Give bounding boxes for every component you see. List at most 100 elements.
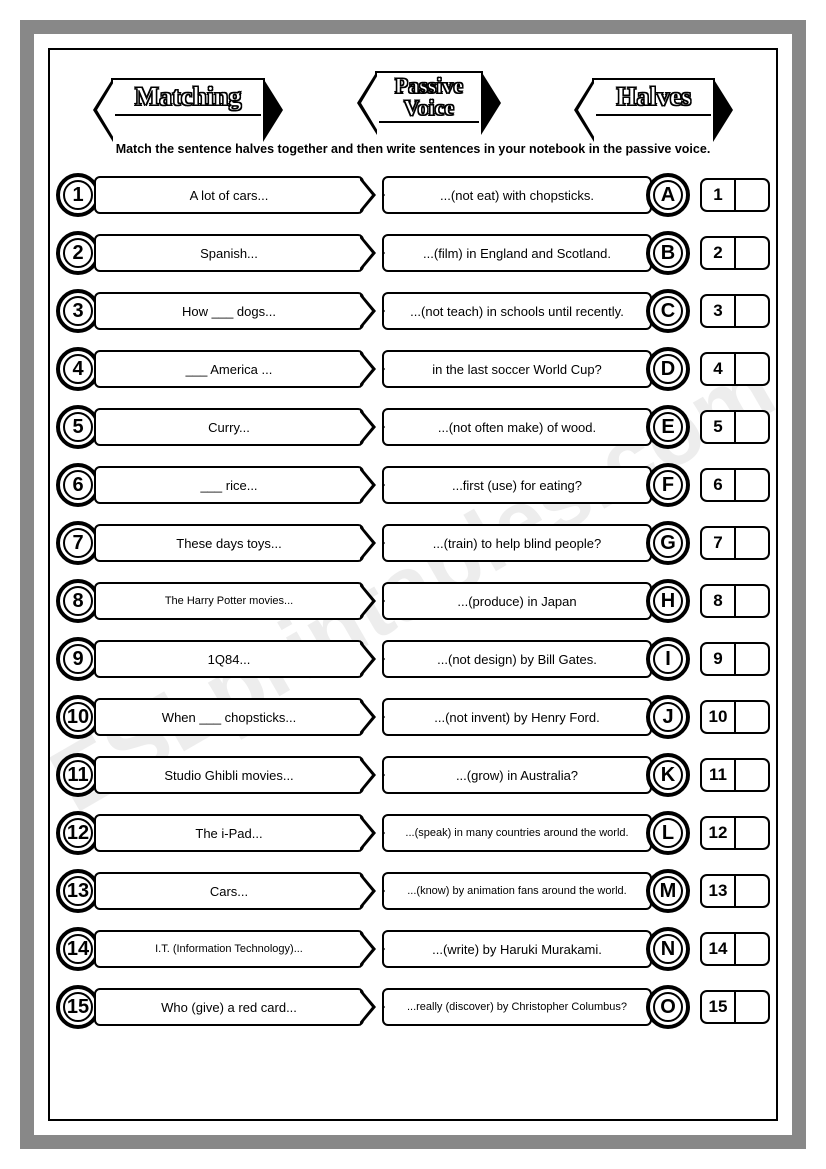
- sentence-right-fragment: ...(film) in England and Scotland.: [382, 234, 652, 272]
- right-text: ...(film) in England and Scotland.: [423, 246, 611, 261]
- answer-box: 5: [700, 410, 770, 444]
- letter-circle: G: [646, 521, 690, 565]
- sentence-left-fragment: ___ America ...: [94, 350, 364, 388]
- left-text: Spanish...: [200, 246, 258, 261]
- sentence-right-fragment: ...first (use) for eating?: [382, 466, 652, 504]
- row-letter: C: [661, 300, 675, 323]
- letter-circle: H: [646, 579, 690, 623]
- sentence-right-fragment: in the last soccer World Cup?: [382, 350, 652, 388]
- sentence-left-fragment: A lot of cars...: [94, 176, 364, 214]
- sentence-right-fragment: ...(not teach) in schools until recently…: [382, 292, 652, 330]
- right-text: ...first (use) for eating?: [452, 478, 582, 493]
- answer-box: 4: [700, 352, 770, 386]
- answer-blank[interactable]: [736, 468, 770, 502]
- answer-number: 5: [700, 410, 736, 444]
- answer-box: 14: [700, 932, 770, 966]
- letter-circle: F: [646, 463, 690, 507]
- letter-circle: B: [646, 231, 690, 275]
- answer-box: 2: [700, 236, 770, 270]
- answer-blank[interactable]: [736, 410, 770, 444]
- sentence-right-fragment: ...(not eat) with chopsticks.: [382, 176, 652, 214]
- sentence-right-fragment: ...(know) by animation fans around the w…: [382, 872, 652, 910]
- answer-blank[interactable]: [736, 990, 770, 1024]
- exercise-row: 2 Spanish... ...(film) in England and Scot…: [56, 224, 770, 282]
- row-number: 4: [72, 358, 83, 381]
- row-letter: A: [661, 184, 675, 207]
- answer-number: 13: [700, 874, 736, 908]
- exercise-row: 8The Harry Potter movies......(produce) …: [56, 572, 770, 630]
- sentence-right-fragment: ...(speak) in many countries around the …: [382, 814, 652, 852]
- answer-number: 2: [700, 236, 736, 270]
- banner-right: Halves: [592, 67, 715, 127]
- exercise-row: 13 Cars... ...(know) by animation fans aro…: [56, 862, 770, 920]
- header-left-text: Matching: [135, 82, 242, 111]
- answer-blank[interactable]: [736, 642, 770, 676]
- answer-box: 15: [700, 990, 770, 1024]
- exercise-row: 91Q84......(not design) by Bill Gates.I9: [56, 630, 770, 688]
- answer-number: 14: [700, 932, 736, 966]
- right-text: ...(produce) in Japan: [457, 594, 576, 609]
- answer-blank[interactable]: [736, 932, 770, 966]
- header-center-line2: Voice: [404, 95, 455, 120]
- answer-blank[interactable]: [736, 178, 770, 212]
- row-number: 7: [72, 532, 83, 555]
- exercise-row: 15Who (give) a red card......really (dis…: [56, 978, 770, 1036]
- left-text: Cars...: [210, 884, 248, 899]
- exercise-row: 6___ rice......first (use) for eating?F6: [56, 456, 770, 514]
- row-number: 3: [72, 300, 83, 323]
- letter-circle: N: [646, 927, 690, 971]
- answer-number: 6: [700, 468, 736, 502]
- right-text: ...(not often make) of wood.: [438, 420, 596, 435]
- answer-blank[interactable]: [736, 758, 770, 792]
- right-text: ...(not teach) in schools until recently…: [410, 304, 624, 319]
- answer-number: 11: [700, 758, 736, 792]
- row-letter: M: [660, 880, 677, 903]
- answer-box: 12: [700, 816, 770, 850]
- header: Matching Passive Voice Halves: [56, 58, 770, 136]
- letter-circle: K: [646, 753, 690, 797]
- sentence-right-fragment: ...(produce) in Japan: [382, 582, 652, 620]
- sentence-left-fragment: I.T. (Information Technology)...: [94, 930, 364, 968]
- letter-circle: I: [646, 637, 690, 681]
- sentence-left-fragment: Studio Ghibli movies...: [94, 756, 364, 794]
- answer-blank[interactable]: [736, 526, 770, 560]
- header-right-text: Halves: [616, 82, 691, 111]
- answer-box: 1: [700, 178, 770, 212]
- answer-blank[interactable]: [736, 236, 770, 270]
- row-letter: G: [660, 532, 676, 555]
- sentence-left-fragment: ___ rice...: [94, 466, 364, 504]
- left-text: A lot of cars...: [190, 188, 269, 203]
- answer-blank[interactable]: [736, 352, 770, 386]
- row-number: 13: [67, 880, 89, 903]
- banner-center: Passive Voice: [375, 67, 483, 127]
- answer-number: 7: [700, 526, 736, 560]
- letter-circle: E: [646, 405, 690, 449]
- worksheet-inner-border: ESLprintables.com Matching Passive Voice: [48, 48, 778, 1121]
- exercise-row: 1 A lot of cars... ...(not eat) with chops…: [56, 166, 770, 224]
- answer-blank[interactable]: [736, 874, 770, 908]
- right-text: ...(not design) by Bill Gates.: [437, 652, 597, 667]
- right-text: ...really (discover) by Christopher Colu…: [407, 1001, 627, 1013]
- row-letter: I: [665, 648, 671, 671]
- answer-number: 12: [700, 816, 736, 850]
- answer-box: 3: [700, 294, 770, 328]
- row-letter: B: [661, 242, 675, 265]
- worksheet-outer-border: ESLprintables.com Matching Passive Voice: [20, 20, 806, 1149]
- answer-blank[interactable]: [736, 584, 770, 618]
- answer-box: 13: [700, 874, 770, 908]
- sentence-left-fragment: The i-Pad...: [94, 814, 364, 852]
- answer-blank[interactable]: [736, 294, 770, 328]
- answer-number: 4: [700, 352, 736, 386]
- exercise-row: 4 ___ America ... in the last soccer World…: [56, 340, 770, 398]
- letter-circle: O: [646, 985, 690, 1029]
- exercise-row: 5Curry......(not often make) of wood.E5: [56, 398, 770, 456]
- answer-box: 7: [700, 526, 770, 560]
- answer-number: 8: [700, 584, 736, 618]
- letter-circle: D: [646, 347, 690, 391]
- left-text: 1Q84...: [208, 652, 251, 667]
- answer-blank[interactable]: [736, 700, 770, 734]
- answer-blank[interactable]: [736, 816, 770, 850]
- left-text: I.T. (Information Technology)...: [155, 943, 303, 955]
- answer-box: 9: [700, 642, 770, 676]
- row-letter: O: [660, 996, 676, 1019]
